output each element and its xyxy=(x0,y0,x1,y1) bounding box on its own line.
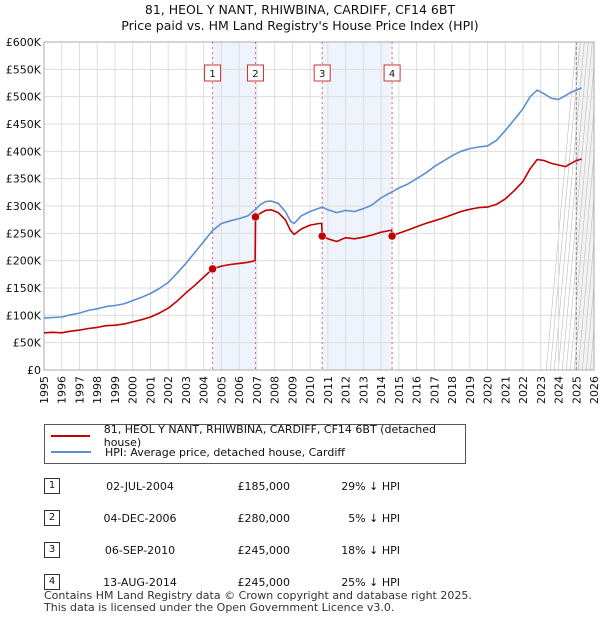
x-tick-label: 2009 xyxy=(286,376,299,404)
legend-label-hpi: HPI: Average price, detached house, Card… xyxy=(105,445,345,459)
x-tick-label: 1998 xyxy=(91,376,104,404)
chart: 81, HEOL Y NANT, RHIWBINA, CARDIFF, CF14… xyxy=(6,2,600,404)
x-tick-label: 2010 xyxy=(304,376,317,404)
x-tick-label: 2023 xyxy=(535,376,548,404)
sale-number-badge: 2 xyxy=(44,510,60,526)
series-line-property xyxy=(43,158,582,334)
x-tick-label: 1999 xyxy=(109,376,122,404)
y-tick-label: £200K xyxy=(6,255,42,268)
sales-row: 1 02-JUL-2004 £185,000 29% ↓ HPI xyxy=(40,470,400,502)
y-tick-label: £400K xyxy=(6,145,42,158)
sales-row: 3 06-SEP-2010 £245,000 18% ↓ HPI xyxy=(40,534,400,566)
legend-swatch-property xyxy=(51,435,90,437)
footer: Contains HM Land Registry data © Crown c… xyxy=(44,590,472,614)
legend-item-hpi: HPI: Average price, detached house, Card… xyxy=(51,444,345,460)
sale-hpi-diff: 29% ↓ HPI xyxy=(341,479,400,493)
sales-row: 4 13-AUG-2014 £245,000 25% ↓ HPI xyxy=(40,566,400,598)
x-tick-label: 1995 xyxy=(38,376,51,404)
legend: 81, HEOL Y NANT, RHIWBINA, CARDIFF, CF14… xyxy=(44,423,466,464)
y-tick-label: £300K xyxy=(6,200,42,213)
y-tick-label: £250K xyxy=(6,227,42,240)
x-tick-label: 2026 xyxy=(588,376,600,404)
y-tick-label: £350K xyxy=(6,173,42,186)
x-tick-label: 2021 xyxy=(499,376,512,404)
x-tick-label: 2011 xyxy=(322,376,335,404)
sale-marker-box xyxy=(313,64,331,82)
sale-hpi-diff: 18% ↓ HPI xyxy=(341,543,400,557)
chart-subtitle: Price paid vs. HM Land Registry's House … xyxy=(121,18,478,33)
x-tick-label: 2024 xyxy=(553,376,566,404)
x-tick-label: 2005 xyxy=(215,376,228,404)
x-tick-label: 2012 xyxy=(340,376,353,404)
sale-number-badge: 4 xyxy=(44,574,60,590)
sale-point xyxy=(208,264,217,274)
sale-hpi-diff: 25% ↓ HPI xyxy=(341,575,400,589)
sale-number-badge: 1 xyxy=(44,478,60,494)
sale-marker-label: 4 xyxy=(389,69,395,80)
x-tick-label: 2002 xyxy=(162,376,175,404)
legend-label-property: 81, HEOL Y NANT, RHIWBINA, CARDIFF, CF14… xyxy=(103,423,437,449)
sale-point xyxy=(387,231,397,241)
sale-price: £280,000 xyxy=(237,511,291,525)
sale-marker-label: 1 xyxy=(209,69,215,80)
sale-marker-box xyxy=(383,64,401,82)
sale-hpi-diff: 5% ↓ HPI xyxy=(348,511,400,525)
plot-border xyxy=(43,41,595,371)
x-tick-label: 2000 xyxy=(127,376,140,404)
chart-svg: 81, HEOL Y NANT, RHIWBINA, CARDIFF, CF14… xyxy=(6,2,600,404)
x-tick-label: 2014 xyxy=(375,376,388,404)
sale-price: £245,000 xyxy=(237,543,291,557)
footer-licence: This data is licensed under the Open Gov… xyxy=(44,601,395,614)
sale-number-badge: 3 xyxy=(44,542,60,558)
x-tick-label: 2001 xyxy=(144,376,157,404)
x-tick-label: 1996 xyxy=(56,376,69,404)
sales-table: 1 02-JUL-2004 £185,000 29% ↓ HPI 2 04-DE… xyxy=(40,470,400,598)
y-tick-label: £0 xyxy=(27,364,41,377)
x-tick-label: 2018 xyxy=(446,376,459,404)
y-tick-label: £150K xyxy=(6,282,42,295)
chart-title: 81, HEOL Y NANT, RHIWBINA, CARDIFF, CF14… xyxy=(145,2,456,17)
x-tick-label: 2007 xyxy=(251,376,264,404)
y-tick-label: £450K xyxy=(6,118,42,131)
sale-date: 13-AUG-2014 xyxy=(103,575,177,589)
legend-swatch-hpi xyxy=(51,451,91,453)
x-tick-label: 2015 xyxy=(393,376,406,404)
footer-copyright: Contains HM Land Registry data © Crown c… xyxy=(44,589,472,602)
x-tick-label: 2020 xyxy=(482,376,495,404)
x-tick-label: 2008 xyxy=(269,376,282,404)
x-tick-label: 2025 xyxy=(570,376,583,404)
sale-marker-box xyxy=(246,64,264,82)
y-tick-label: £500K xyxy=(6,91,42,104)
legend-item-property: 81, HEOL Y NANT, RHIWBINA, CARDIFF, CF14… xyxy=(51,423,465,449)
x-tick-label: 2016 xyxy=(411,376,424,404)
sale-point xyxy=(251,212,260,222)
y-tick-label: £50K xyxy=(13,337,42,350)
y-tick-label: £550K xyxy=(6,63,42,76)
y-tick-label: £600K xyxy=(6,36,42,49)
sale-marker-label: 2 xyxy=(252,69,258,80)
x-tick-label: 2003 xyxy=(180,376,193,404)
sale-price: £185,000 xyxy=(237,479,291,493)
x-tick-label: 2022 xyxy=(517,376,530,404)
series-line-hpi xyxy=(43,87,582,319)
y-tick-label: £100K xyxy=(6,309,42,322)
sale-date: 06-SEP-2010 xyxy=(104,543,176,557)
hatch-mask-right xyxy=(594,41,600,371)
sale-marker-label: 3 xyxy=(319,69,325,80)
x-tick-label: 1997 xyxy=(73,376,86,404)
x-tick-label: 2004 xyxy=(198,376,211,404)
sale-date: 04-DEC-2006 xyxy=(103,511,177,525)
sale-point xyxy=(317,231,327,241)
sale-marker-box xyxy=(204,64,222,82)
sales-row: 2 04-DEC-2006 £280,000 5% ↓ HPI xyxy=(40,502,400,534)
sale-price: £245,000 xyxy=(237,575,291,589)
sale-date: 02-JUL-2004 xyxy=(106,479,174,493)
x-tick-label: 2006 xyxy=(233,376,246,404)
x-tick-label: 2013 xyxy=(357,376,370,404)
x-tick-label: 2017 xyxy=(428,376,441,404)
x-tick-label: 2019 xyxy=(464,376,477,404)
